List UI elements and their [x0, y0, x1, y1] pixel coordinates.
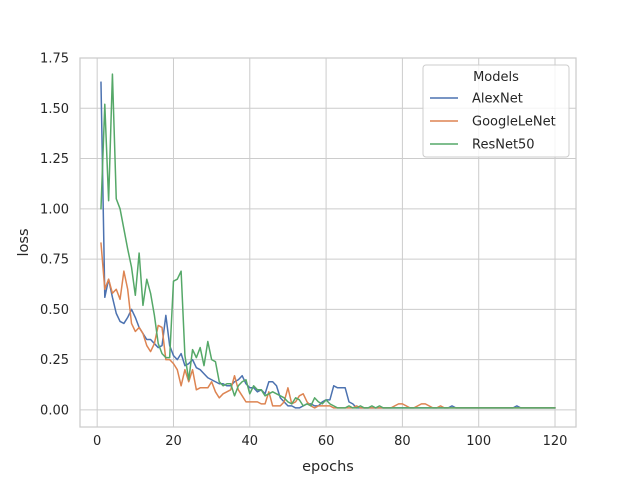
x-tick-label: 0	[93, 434, 101, 449]
y-tick-label: 0.00	[40, 403, 69, 418]
x-tick-label: 40	[242, 434, 259, 449]
series-line-resnet50	[100, 73, 556, 409]
x-tick-label: 20	[165, 434, 182, 449]
legend-box	[422, 64, 570, 158]
x-tick-label: 120	[543, 434, 568, 449]
y-tick-label: 1.75	[40, 52, 69, 67]
tick-labels: 0 20 40 60 80 100 120 0.00 0.25 0.50 0.75 1.00 1.25 1…	[40, 52, 567, 450]
legend-label-resnet50: ResNet50	[472, 138, 535, 153]
legend-title: Models	[473, 70, 519, 85]
x-tick-label: 60	[318, 434, 335, 449]
legend-items: AlexNet GoogleLeNet ResNet50	[430, 92, 556, 153]
legend-label-alexnet: AlexNet	[472, 92, 523, 107]
y-tick-label: 1.00	[40, 202, 69, 217]
y-tick-label: 0.75	[40, 253, 69, 268]
y-tick-label: 1.25	[40, 152, 69, 167]
x-tick-label: 100	[466, 434, 491, 449]
y-tick-label: 1.50	[40, 102, 69, 117]
legend: Models AlexNet GoogleLeNet ResNet50	[422, 64, 570, 158]
x-tick-label: 80	[394, 434, 411, 449]
series-lines	[100, 73, 556, 409]
x-axis-label: epochs	[302, 459, 354, 475]
plot-frame	[79, 57, 577, 428]
legend-label-googlelenet: GoogleLeNet	[472, 115, 556, 130]
y-tick-label: 0.25	[40, 353, 69, 368]
y-tick-label: 0.50	[40, 303, 69, 318]
y-axis-label: loss	[16, 228, 32, 256]
